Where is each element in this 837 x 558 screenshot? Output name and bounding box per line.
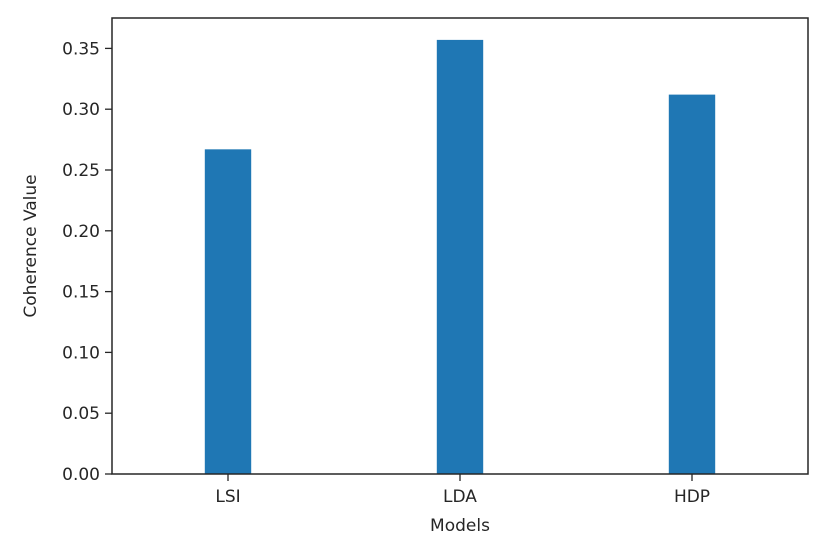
y-tick-label: 0.05	[62, 404, 100, 424]
y-tick-label: 0.35	[62, 39, 100, 59]
y-tick-label: 0.10	[62, 343, 100, 363]
bars	[204, 39, 716, 475]
y-tick-label: 0.25	[62, 161, 100, 181]
y-tick-label: 0.30	[62, 100, 100, 120]
y-tick-label: 0.00	[62, 465, 100, 485]
y-tick-label: 0.15	[62, 283, 100, 303]
y-axis-ticks: 0.00 0.05 0.10 0.15 0.20 0.25 0.30 0.35	[62, 39, 112, 485]
x-tick-label-lda: LDA	[443, 487, 477, 507]
x-tick-label-lsi: LSI	[215, 487, 240, 507]
x-tick-label-hdp: HDP	[674, 487, 710, 507]
x-axis-ticks: LSI LDA HDP	[215, 474, 710, 507]
bar-lsi	[204, 149, 252, 474]
y-axis-title: Coherence Value	[21, 174, 41, 317]
x-axis-title: Models	[430, 516, 490, 536]
bar-hdp	[668, 94, 716, 475]
bar-lda	[436, 39, 484, 474]
y-tick-label: 0.20	[62, 222, 100, 242]
